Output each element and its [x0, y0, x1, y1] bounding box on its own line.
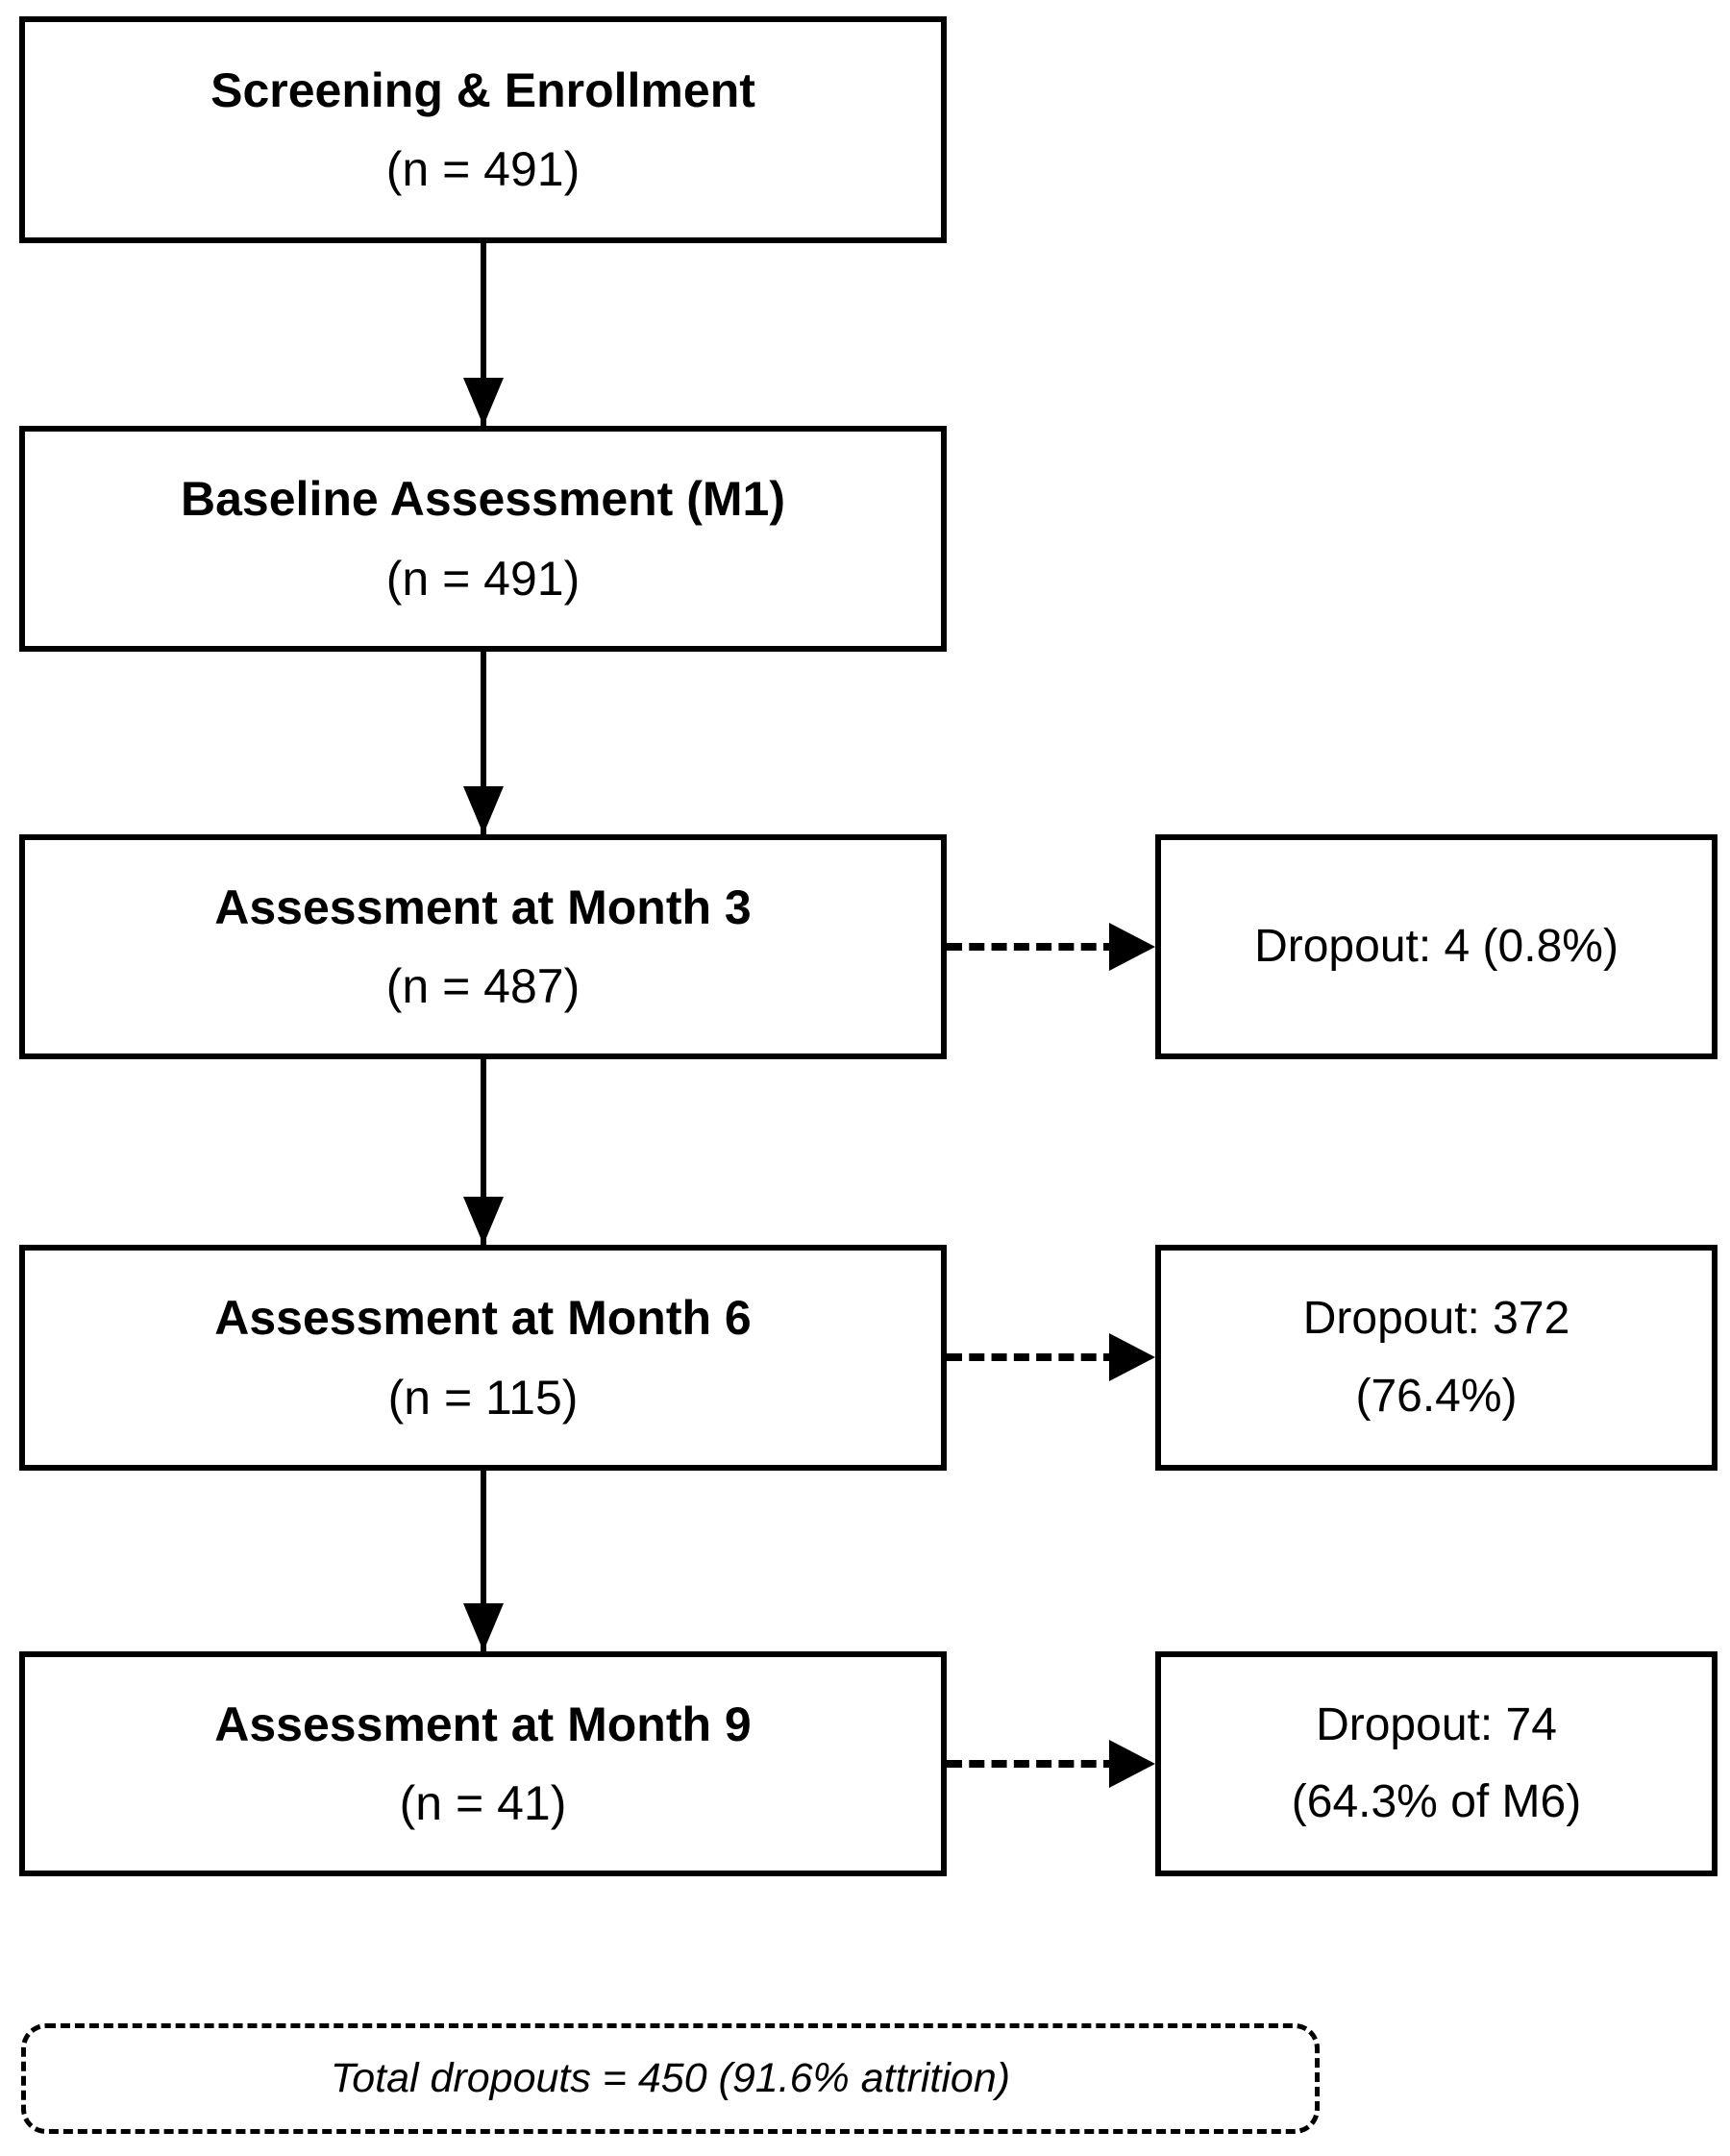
- dashed-line: [947, 943, 1119, 951]
- dashed-line: [947, 1353, 1119, 1361]
- step-title: Assessment at Month 9: [214, 1697, 752, 1751]
- step-title: Screening & Enrollment: [210, 62, 755, 117]
- arrow-down-month6-to-month9: [462, 1471, 505, 1651]
- arrow-line: [481, 1059, 486, 1245]
- total-dropouts-text: Total dropouts = 450 (91.6% attrition): [330, 2054, 1011, 2101]
- arrow-dashed-month9-dropout: [947, 1740, 1155, 1788]
- arrow-head-down-icon: [463, 1603, 504, 1651]
- arrow-down-screening-to-baseline: [462, 243, 505, 426]
- step-box-baseline-m1: Baseline Assessment (M1) (n = 491): [19, 426, 947, 652]
- dropout-text: Dropout: 372: [1302, 1293, 1570, 1345]
- dropout-box-month-9: Dropout: 74 (64.3% of M6): [1155, 1651, 1718, 1876]
- step-n-count: (n = 491): [385, 142, 581, 196]
- dropout-box-month-6: Dropout: 372 (76.4%): [1155, 1245, 1718, 1471]
- arrow-dashed-month3-dropout: [947, 923, 1155, 971]
- arrow-down-month3-to-month6: [462, 1059, 505, 1245]
- arrow-dashed-month6-dropout: [947, 1333, 1155, 1381]
- step-n-count: (n = 41): [399, 1776, 567, 1830]
- dropout-text: (64.3% of M6): [1291, 1776, 1582, 1827]
- arrow-head-right-icon: [1109, 1333, 1155, 1381]
- arrow-head-down-icon: [463, 378, 504, 426]
- arrow-head-down-icon: [463, 786, 504, 834]
- step-title: Baseline Assessment (M1): [181, 472, 785, 526]
- arrow-head-right-icon: [1109, 1740, 1155, 1788]
- arrow-line: [481, 652, 486, 834]
- dropout-text: Dropout: 74: [1316, 1698, 1557, 1750]
- step-title: Assessment at Month 6: [214, 1291, 752, 1345]
- step-box-month-6: Assessment at Month 6 (n = 115): [19, 1245, 947, 1471]
- dashed-line: [947, 1760, 1119, 1768]
- arrow-line: [481, 1471, 486, 1651]
- step-box-screening-enrollment: Screening & Enrollment (n = 491): [19, 16, 947, 243]
- arrow-head-right-icon: [1109, 923, 1155, 971]
- dropout-text: (76.4%): [1355, 1370, 1518, 1422]
- step-n-count: (n = 491): [385, 551, 581, 606]
- step-n-count: (n = 487): [385, 959, 581, 1013]
- arrow-down-baseline-to-month3: [462, 652, 505, 834]
- dropout-box-month-3: Dropout: 4 (0.8%): [1155, 834, 1718, 1059]
- dropout-text: Dropout: 4 (0.8%): [1254, 920, 1619, 972]
- arrow-line: [481, 243, 486, 426]
- arrow-head-down-icon: [463, 1197, 504, 1245]
- step-box-month-3: Assessment at Month 3 (n = 487): [19, 834, 947, 1059]
- step-box-month-9: Assessment at Month 9 (n = 41): [19, 1651, 947, 1876]
- step-title: Assessment at Month 3: [214, 880, 752, 934]
- step-n-count: (n = 115): [387, 1370, 579, 1425]
- total-dropouts-box: Total dropouts = 450 (91.6% attrition): [21, 2023, 1320, 2134]
